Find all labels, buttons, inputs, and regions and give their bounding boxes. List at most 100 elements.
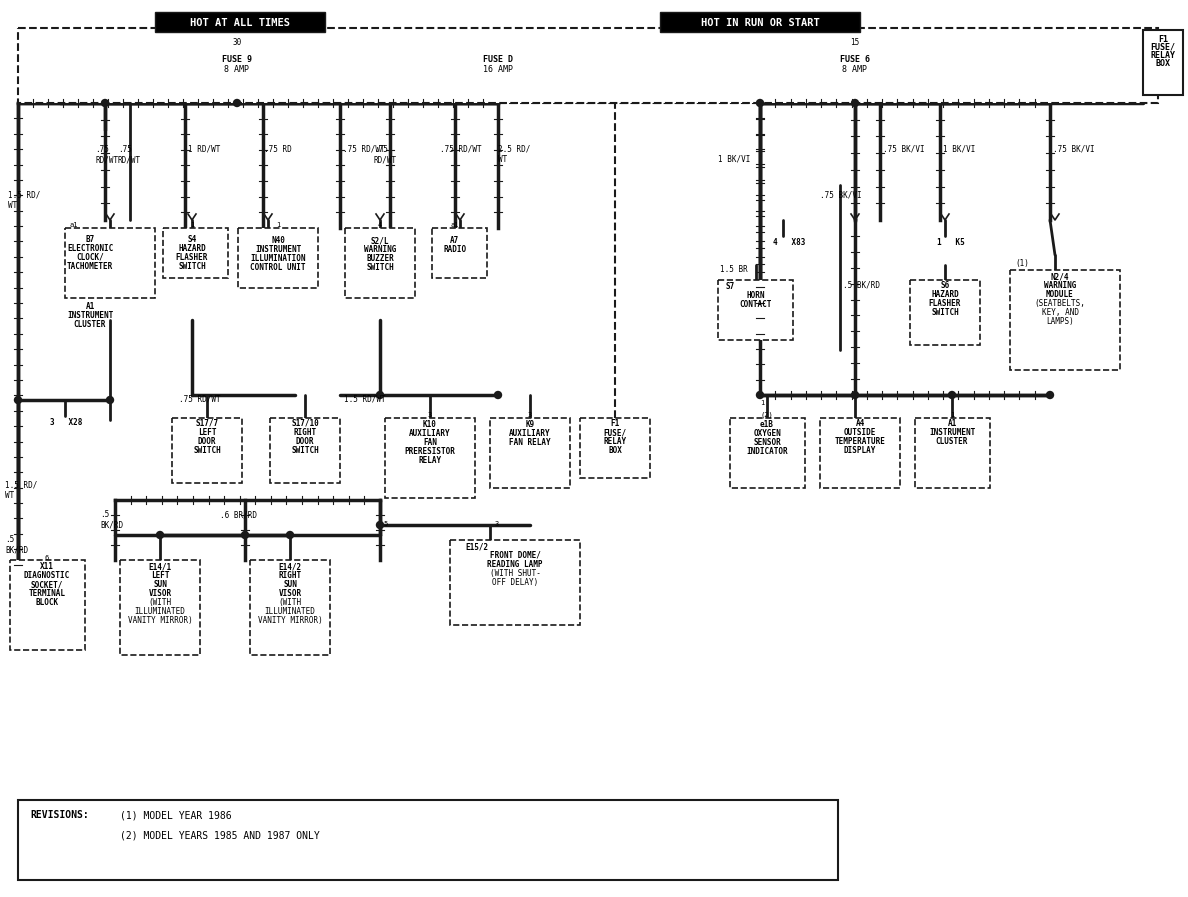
Text: (WITH: (WITH	[148, 598, 171, 607]
Text: FUSE D: FUSE D	[484, 55, 513, 64]
Text: 6: 6	[45, 555, 49, 561]
Text: CLUSTER: CLUSTER	[74, 320, 106, 329]
Text: FAN RELAY: FAN RELAY	[510, 438, 551, 447]
Text: ILLUMINATED: ILLUMINATED	[134, 607, 185, 616]
Bar	[1143, 30, 1183, 95]
Text: REVISIONS:: REVISIONS:	[30, 810, 89, 820]
Bar	[820, 418, 901, 488]
Text: SUN: SUN	[283, 580, 297, 589]
Bar	[65, 228, 154, 298]
Text: S4: S4	[188, 235, 197, 244]
Text: 3: 3	[495, 521, 499, 527]
Text: RIGHT: RIGHT	[278, 571, 302, 580]
Text: (WITH: (WITH	[278, 598, 302, 607]
Bar	[345, 228, 415, 298]
Bar	[1010, 270, 1120, 370]
Text: (2): (2)	[760, 412, 773, 418]
Circle shape	[14, 396, 21, 404]
Text: AUXILIARY: AUXILIARY	[409, 429, 450, 438]
Text: A1: A1	[86, 302, 95, 311]
Text: DOOR: DOOR	[296, 437, 315, 446]
Bar	[432, 228, 487, 278]
Text: .75 BK/VI: .75 BK/VI	[883, 145, 924, 154]
Text: (1): (1)	[1015, 259, 1029, 268]
Text: S17/7: S17/7	[196, 419, 219, 428]
Text: e1B: e1B	[760, 420, 773, 429]
Text: 5: 5	[383, 521, 387, 527]
Text: a1: a1	[69, 222, 77, 228]
Circle shape	[852, 391, 859, 398]
Circle shape	[101, 100, 108, 107]
Bar	[915, 418, 990, 488]
Circle shape	[377, 521, 384, 528]
Text: RELAY: RELAY	[418, 456, 442, 465]
Text: 1: 1	[276, 222, 280, 228]
Text: 3   X28: 3 X28	[50, 418, 82, 427]
Text: INSTRUMENT: INSTRUMENT	[255, 245, 301, 254]
Text: FAN: FAN	[423, 438, 437, 447]
Text: .75
RD/WT: .75 RD/WT	[95, 145, 118, 164]
Text: A7: A7	[450, 236, 460, 245]
Text: FLASHER: FLASHER	[176, 253, 208, 262]
Circle shape	[757, 100, 764, 107]
Text: E14/2: E14/2	[278, 562, 302, 571]
Text: FUSE/: FUSE/	[1150, 43, 1175, 52]
Text: SWITCH: SWITCH	[366, 263, 394, 272]
Text: 1.5 RD/
WT: 1.5 RD/ WT	[5, 480, 37, 500]
Circle shape	[852, 100, 859, 107]
Text: SWITCH: SWITCH	[194, 446, 221, 455]
Text: FLASHER: FLASHER	[929, 299, 961, 308]
Text: LEFT: LEFT	[151, 571, 169, 580]
Text: .75 RD/WT: .75 RD/WT	[179, 395, 221, 404]
Text: S2/L: S2/L	[371, 236, 390, 245]
Text: 1: 1	[190, 222, 194, 228]
Text: BLOCK: BLOCK	[36, 598, 58, 607]
Text: TACHOMETER: TACHOMETER	[67, 262, 113, 271]
Circle shape	[757, 391, 764, 398]
Text: A1: A1	[947, 419, 956, 428]
Bar	[385, 418, 475, 498]
Text: FUSE 6: FUSE 6	[840, 55, 870, 64]
Bar	[489, 418, 570, 488]
Text: 2.5 RD/
WT: 2.5 RD/ WT	[498, 145, 530, 164]
Text: 3: 3	[428, 412, 432, 418]
Bar	[718, 280, 794, 340]
Text: 3: 3	[527, 412, 532, 418]
Text: KEY, AND: KEY, AND	[1042, 308, 1079, 317]
Text: HORN: HORN	[747, 291, 765, 300]
Circle shape	[1047, 391, 1054, 398]
Text: 1 RD/WT: 1 RD/WT	[188, 145, 221, 154]
Text: .5
BK/RD: .5 BK/RD	[5, 536, 29, 554]
Bar	[163, 228, 228, 278]
Text: SWITCH: SWITCH	[291, 446, 318, 455]
Text: .75 RD/WT: .75 RD/WT	[343, 145, 385, 154]
Text: (2) MODEL YEARS 1985 AND 1987 ONLY: (2) MODEL YEARS 1985 AND 1987 ONLY	[120, 830, 320, 840]
Text: OXYGEN: OXYGEN	[753, 429, 781, 438]
Text: S6: S6	[941, 281, 949, 290]
Text: AUXILIARY: AUXILIARY	[510, 429, 551, 438]
Bar	[450, 540, 580, 625]
Text: .75 BK/VI: .75 BK/VI	[820, 190, 861, 199]
Text: 1   K5: 1 K5	[937, 238, 965, 247]
Circle shape	[286, 532, 293, 538]
Text: A4: A4	[855, 419, 865, 428]
Circle shape	[234, 100, 240, 107]
Text: .6 BR/RD: .6 BR/RD	[220, 510, 257, 519]
Circle shape	[377, 391, 384, 398]
Text: 1 BK/VI: 1 BK/VI	[718, 155, 750, 164]
Text: 4: 4	[378, 222, 383, 228]
Text: 8 AMP: 8 AMP	[842, 65, 867, 74]
Text: DOOR: DOOR	[197, 437, 216, 446]
Text: 1: 1	[760, 400, 764, 406]
Text: 16 AMP: 16 AMP	[484, 65, 513, 74]
Bar	[661, 12, 860, 32]
Text: a1: a1	[450, 222, 460, 228]
Text: CONTACT: CONTACT	[740, 300, 772, 309]
Text: .5 BK/RD: .5 BK/RD	[843, 280, 880, 289]
Text: RADIO: RADIO	[443, 245, 467, 254]
Bar	[910, 280, 980, 345]
Text: (WITH SHUT-: (WITH SHUT-	[489, 569, 541, 578]
Text: MODULE: MODULE	[1047, 290, 1074, 299]
Text: CLOCK/: CLOCK/	[76, 253, 103, 262]
Text: RIGHT: RIGHT	[293, 428, 316, 437]
